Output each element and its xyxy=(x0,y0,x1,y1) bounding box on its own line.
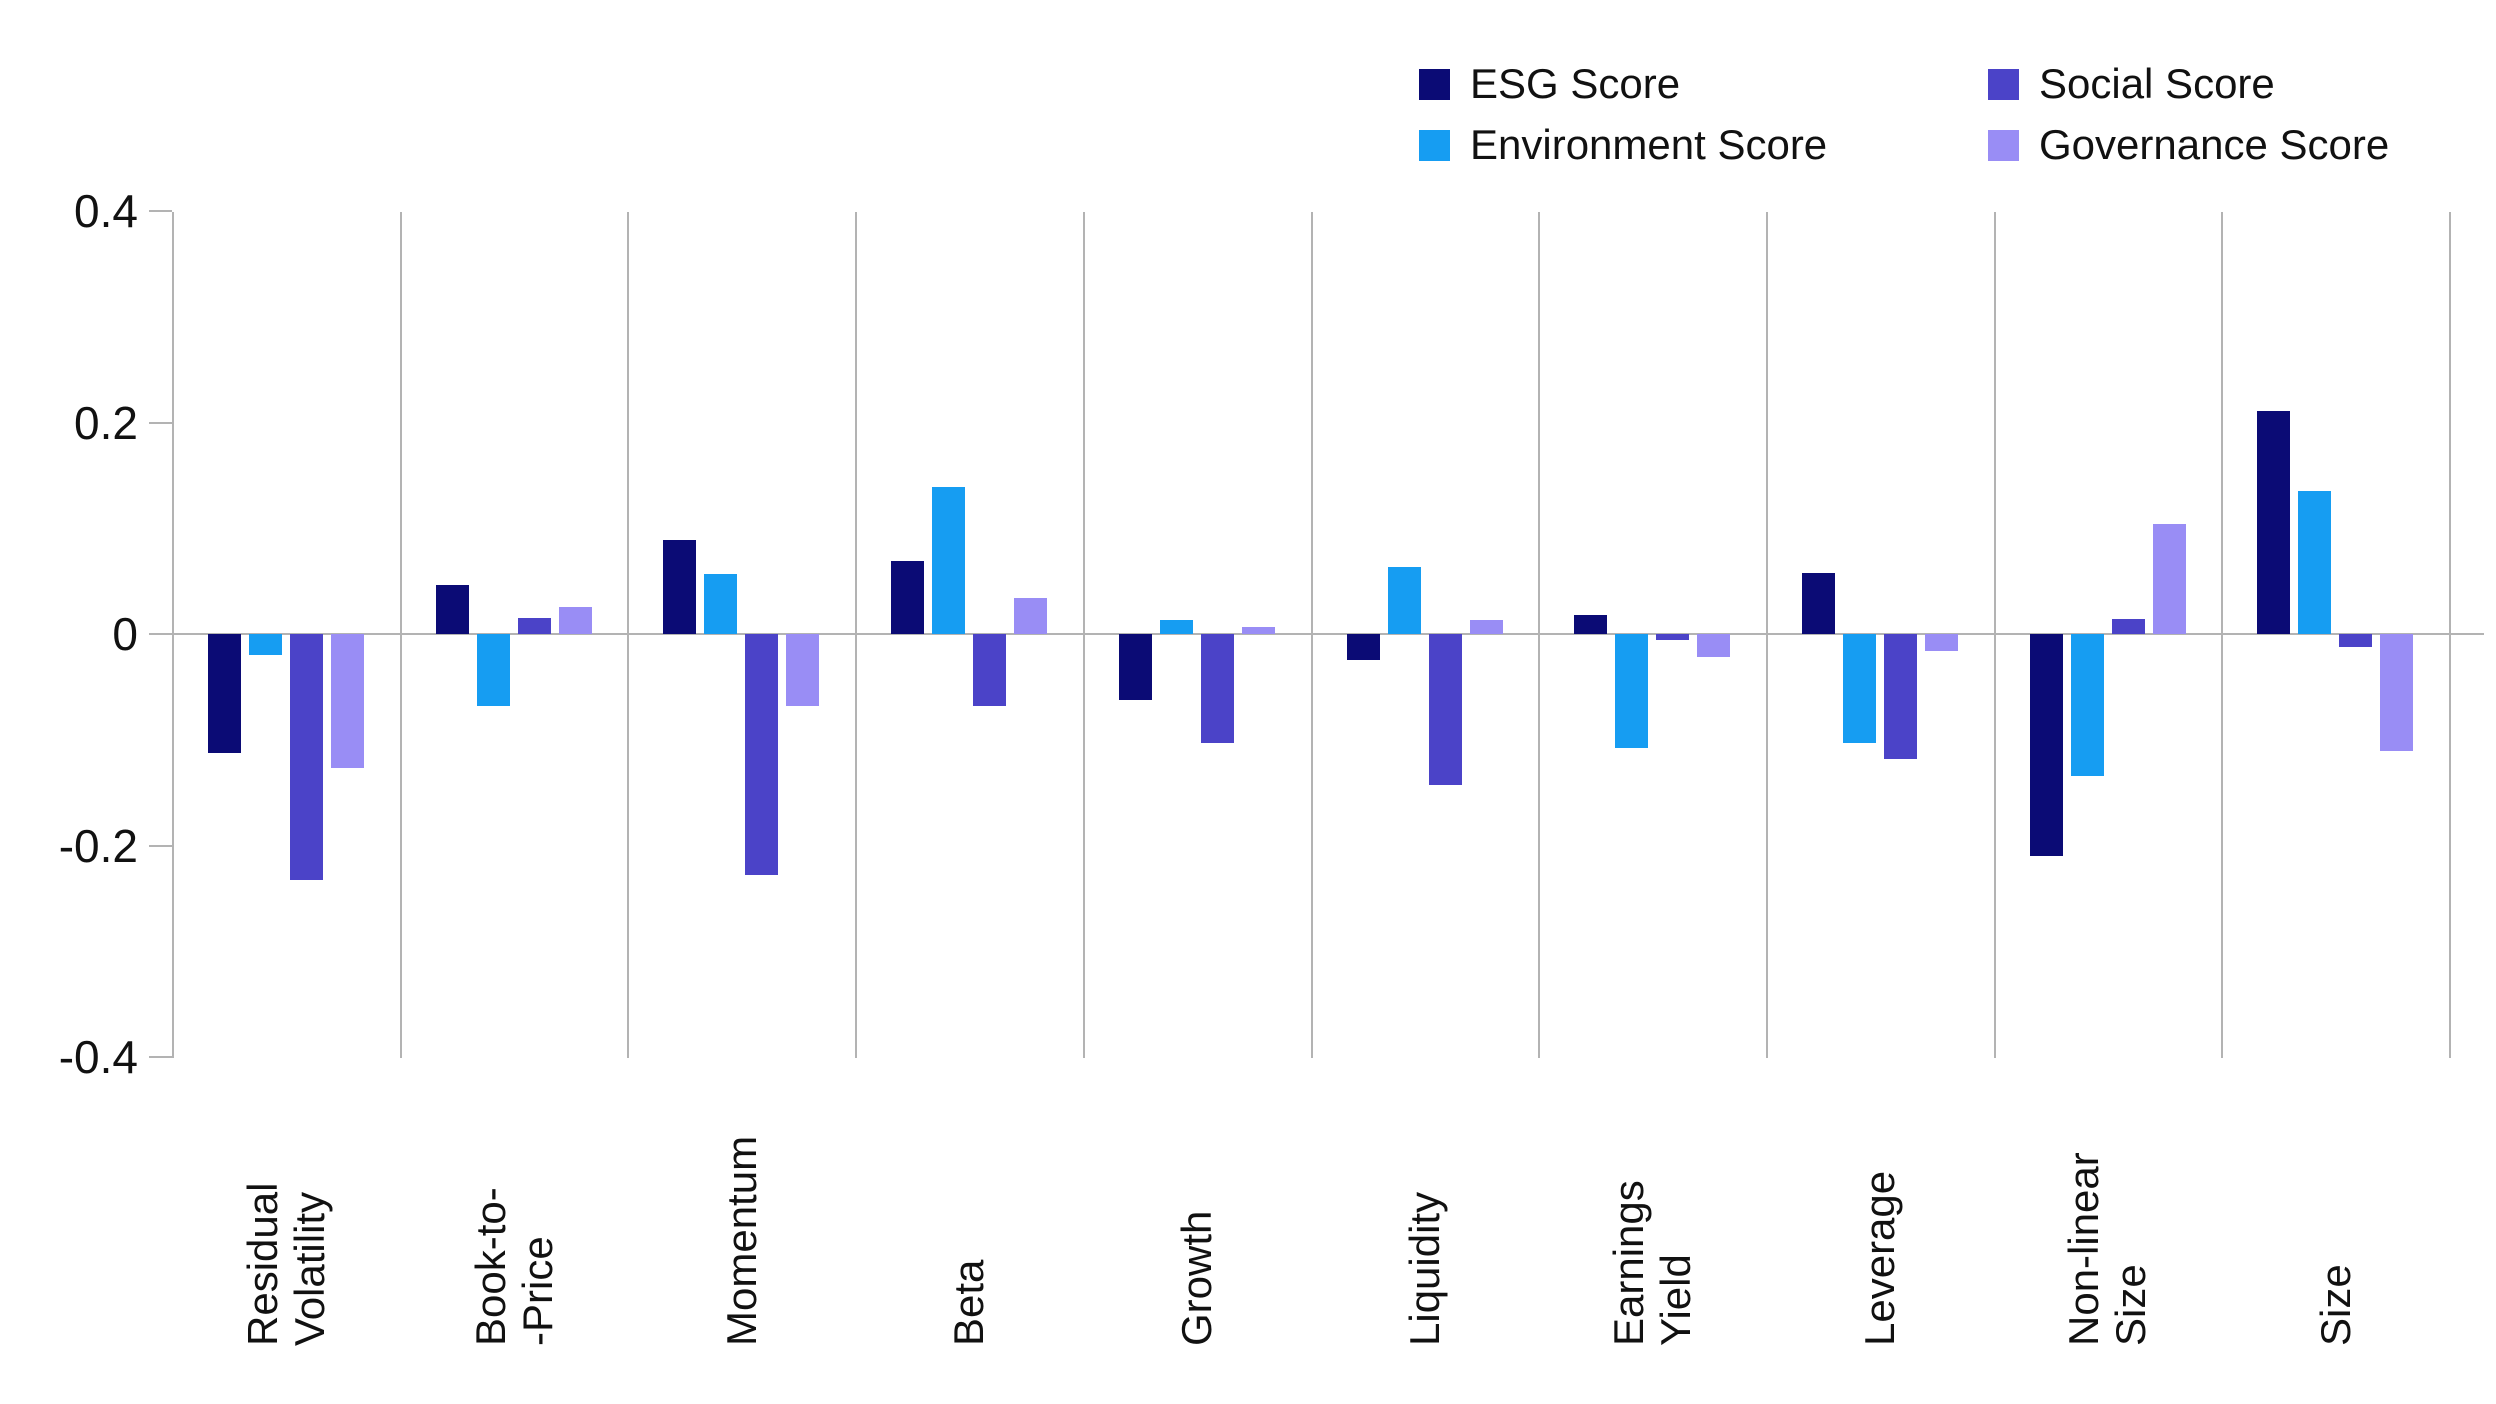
zero-baseline xyxy=(172,633,2484,635)
bar-social-score xyxy=(1883,634,1917,759)
bar-governance-score xyxy=(1697,634,1731,658)
bar-esg-score xyxy=(1574,614,1608,634)
bar-environment-score xyxy=(1387,567,1421,634)
legend-label: Governance Score xyxy=(2039,121,2390,168)
bar-governance-score xyxy=(1241,626,1275,634)
bar-esg-score xyxy=(435,585,469,634)
y-axis-tick xyxy=(149,1056,172,1058)
bar-esg-score xyxy=(1346,634,1380,661)
bar-environment-score xyxy=(1159,620,1193,634)
bar-governance-score xyxy=(1924,634,1958,651)
legend-swatch-esg-score xyxy=(1419,68,1450,100)
y-axis-tick-label: 0.2 xyxy=(74,396,138,449)
x-axis-category-label: Leverage xyxy=(1856,1170,1904,1346)
y-axis-tick-label: 0 xyxy=(112,608,138,660)
legend-swatch-environment-score xyxy=(1419,129,1450,161)
bar-social-score xyxy=(2111,619,2145,634)
bar-esg-score xyxy=(1801,572,1835,634)
bar-environment-score xyxy=(704,573,738,634)
x-axis-category-label: Liquidity xyxy=(1400,1191,1448,1346)
legend-label: Environment Score xyxy=(1470,121,1828,168)
x-axis-category-label: Size xyxy=(2311,1264,2359,1346)
bar-social-score xyxy=(1428,634,1462,786)
bar-governance-score xyxy=(2152,524,2186,634)
y-axis-tick-label: 0.4 xyxy=(74,185,138,237)
bar-governance-score xyxy=(2380,634,2414,752)
bar-environment-score xyxy=(2070,634,2104,776)
bar-esg-score xyxy=(208,634,241,754)
legend-swatch-social-score xyxy=(1988,68,2019,100)
x-axis-category-label: Momentum xyxy=(717,1135,765,1346)
legend-item: ESG Score xyxy=(1419,63,1680,105)
legend-item: Environment Score xyxy=(1419,124,1827,166)
legend-item: Governance Score xyxy=(1988,124,2389,166)
bar-esg-score xyxy=(2029,634,2063,857)
x-axis-category-label: Growth xyxy=(1173,1210,1221,1346)
bar-esg-score xyxy=(663,539,697,634)
x-axis-category-label: Book-to- -Price xyxy=(466,1187,561,1346)
bar-environment-score xyxy=(249,634,282,656)
bar-esg-score xyxy=(1118,634,1152,700)
y-axis-tick xyxy=(149,421,172,424)
y-axis-tick xyxy=(149,210,172,212)
bar-governance-score xyxy=(1469,620,1503,634)
bar-governance-score xyxy=(558,606,592,634)
bar-environment-score xyxy=(2298,491,2332,634)
bar-governance-score xyxy=(786,634,820,706)
bar-environment-score xyxy=(1842,634,1876,743)
legend-label: ESG Score xyxy=(1470,60,1681,107)
bar-social-score xyxy=(517,618,551,634)
bar-governance-score xyxy=(1014,598,1048,634)
bar-social-score xyxy=(745,634,779,876)
x-axis-category-label: Residual Volatility xyxy=(238,1182,333,1346)
y-axis-tick-label: -0.4 xyxy=(58,1031,138,1083)
bar-governance-score xyxy=(331,634,364,769)
x-axis-category-label: Beta xyxy=(945,1259,993,1346)
y-axis-tick xyxy=(149,844,172,847)
bar-social-score xyxy=(290,634,323,881)
x-axis-category-label: Earnings Yield xyxy=(1605,1180,1700,1346)
x-axis-category-label: Non-linear Size xyxy=(2060,1152,2155,1346)
legend-label: Social Score xyxy=(2039,60,2275,107)
bar-environment-score xyxy=(932,487,966,634)
bar-social-score xyxy=(973,634,1007,706)
y-axis-tick xyxy=(149,633,172,635)
bar-social-score xyxy=(1656,634,1690,641)
bar-social-score xyxy=(1200,634,1234,743)
bar-social-score xyxy=(2339,634,2373,647)
legend-swatch-governance-score xyxy=(1988,129,2019,161)
bar-esg-score xyxy=(2257,410,2291,634)
y-axis-tick-label: -0.2 xyxy=(58,819,138,872)
bar-esg-score xyxy=(891,561,925,634)
bar-environment-score xyxy=(476,634,510,706)
bar-environment-score xyxy=(1615,634,1649,749)
legend-item: Social Score xyxy=(1988,63,2275,105)
